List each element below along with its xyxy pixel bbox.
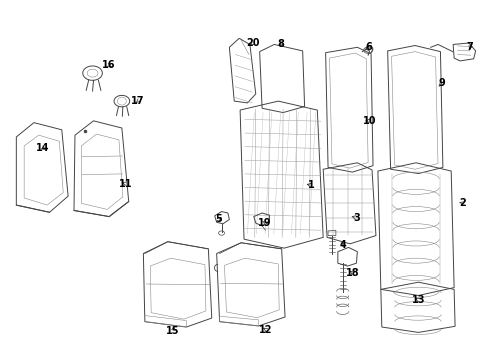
Text: 18: 18 (345, 268, 359, 278)
Text: 12: 12 (259, 325, 273, 335)
Text: 5: 5 (215, 215, 221, 224)
Text: 7: 7 (466, 42, 473, 52)
Text: 13: 13 (412, 295, 425, 305)
Text: 8: 8 (278, 39, 285, 49)
Text: 6: 6 (365, 42, 372, 52)
Text: 14: 14 (35, 143, 49, 153)
Text: 11: 11 (119, 179, 132, 189)
Text: 9: 9 (438, 78, 445, 88)
Text: 10: 10 (363, 116, 376, 126)
Text: 19: 19 (258, 218, 271, 228)
Text: 20: 20 (246, 38, 260, 48)
Text: 16: 16 (101, 60, 115, 70)
Text: 2: 2 (459, 198, 466, 208)
Text: 15: 15 (166, 325, 179, 336)
Text: 3: 3 (353, 213, 360, 222)
Text: 4: 4 (340, 239, 346, 249)
Text: 1: 1 (308, 180, 315, 190)
Text: 17: 17 (131, 96, 144, 106)
